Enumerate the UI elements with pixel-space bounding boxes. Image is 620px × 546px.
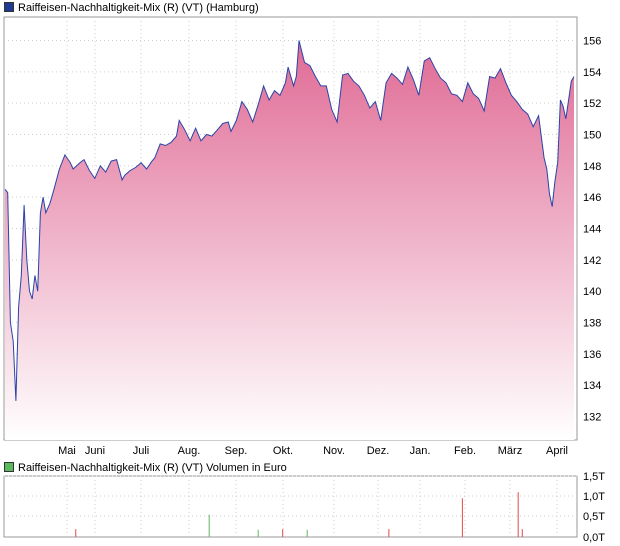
y-tick-label: 150 xyxy=(583,130,601,142)
y-tick-label: 152 xyxy=(583,98,601,110)
volume-y-tick-label: 1,5T xyxy=(583,471,605,483)
volume-y-tick-label: 1,0T xyxy=(583,491,605,503)
x-tick-label: Sep. xyxy=(225,445,248,457)
y-tick-label: 136 xyxy=(583,349,601,361)
volume-legend-label: Raiffeisen-Nachhaltigkeit-Mix (R) (VT) V… xyxy=(18,462,287,474)
x-tick-label: Okt. xyxy=(273,445,293,457)
volume-y-tick-label: 0,0T xyxy=(583,532,605,544)
x-tick-label: April xyxy=(546,445,568,457)
price-line xyxy=(4,40,575,401)
volume-legend-swatch xyxy=(4,462,14,472)
x-tick-label: Feb. xyxy=(454,445,476,457)
y-tick-label: 154 xyxy=(583,67,601,79)
price-legend-swatch xyxy=(4,2,14,12)
x-tick-label: Juni xyxy=(85,445,105,457)
x-tick-label: Jan. xyxy=(410,445,431,457)
y-tick-label: 142 xyxy=(583,255,601,267)
x-tick-label: Dez. xyxy=(367,445,390,457)
x-tick-label: Nov. xyxy=(323,445,345,457)
x-tick-label: Mai xyxy=(58,445,76,457)
volume-plot-frame xyxy=(3,475,578,538)
x-tick-label: Aug. xyxy=(178,445,201,457)
y-tick-label: 148 xyxy=(583,161,601,173)
y-tick-label: 134 xyxy=(583,380,601,392)
y-tick-label: 132 xyxy=(583,412,601,424)
y-tick-label: 144 xyxy=(583,224,601,236)
y-tick-label: 156 xyxy=(583,36,601,48)
y-tick-label: 138 xyxy=(583,318,601,330)
volume-legend: Raiffeisen-Nachhaltigkeit-Mix (R) (VT) V… xyxy=(4,461,287,475)
x-tick-label: März xyxy=(498,445,522,457)
price-legend-label: Raiffeisen-Nachhaltigkeit-Mix (R) (VT) (… xyxy=(18,2,259,14)
volume-y-tick-label: 0,5T xyxy=(583,511,605,523)
y-tick-label: 146 xyxy=(583,192,601,204)
price-area xyxy=(5,40,574,440)
x-tick-label: Juli xyxy=(133,445,150,457)
price-legend: Raiffeisen-Nachhaltigkeit-Mix (R) (VT) (… xyxy=(4,1,259,15)
y-tick-label: 140 xyxy=(583,286,601,298)
